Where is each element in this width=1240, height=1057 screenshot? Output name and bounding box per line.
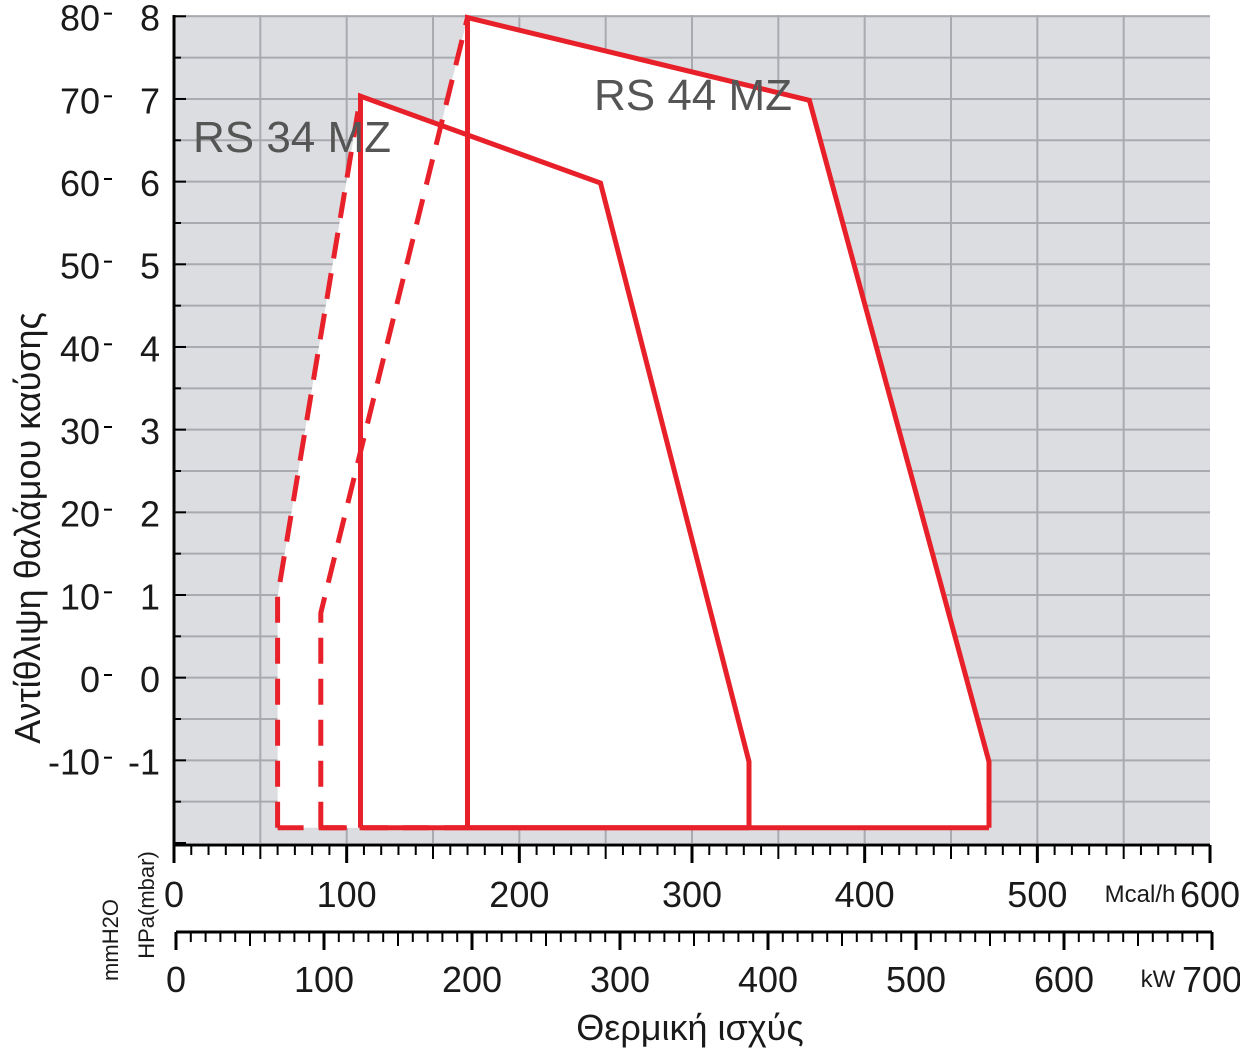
x-tick-label-kw: 0 — [166, 959, 186, 1000]
y-tick-label-mmh2o: 20 — [60, 494, 100, 535]
y-axis-title: Αντίθλιψη θαλάμου καύσης — [7, 312, 48, 744]
x-tick-label-kw: 300 — [590, 959, 650, 1000]
x-tick-label-kw: 600 — [1034, 959, 1094, 1000]
y-tick-label-mbar: 4 — [140, 328, 160, 369]
y-tick-label-mbar: 8 — [140, 0, 160, 39]
y-tick-label-mmh2o: 60 — [60, 163, 100, 204]
x-unit-mcal: Mcal/h — [1105, 881, 1176, 908]
y-tick-label-mmh2o: 50 — [60, 246, 100, 287]
series-label-rs34: RS 34 MZ — [193, 113, 391, 162]
x-tick-label-mcal: 200 — [489, 874, 549, 915]
axes: 9876543210-19080706050403020100-10010020… — [48, 0, 1240, 1000]
x-tick-label-kw: 700 — [1182, 959, 1240, 1000]
x-tick-label-mcal: 400 — [835, 874, 895, 915]
y-tick-label-mbar: 2 — [140, 494, 160, 535]
x-unit-kw: kW — [1141, 966, 1176, 993]
series-line-solid-0 — [358, 92, 752, 828]
y-tick-label-mbar: 1 — [140, 576, 160, 617]
y-tick-label-mbar: 0 — [140, 659, 160, 700]
y-tick-label-mmh2o: 80 — [60, 0, 100, 39]
y-tick-label-mmh2o: 0 — [80, 659, 100, 700]
x-tick-label-kw: 500 — [886, 959, 946, 1000]
x-tick-label-mcal: 100 — [317, 874, 377, 915]
y-unit-hpa: HPa(mbar) — [134, 851, 159, 959]
x-tick-label-mcal: 0 — [164, 874, 184, 915]
y-tick-label-mmh2o: 10 — [60, 576, 100, 617]
x-tick-label-mcal: 300 — [662, 874, 722, 915]
y-tick-label-mbar: 3 — [140, 411, 160, 452]
y-tick-label-mmh2o: 40 — [60, 328, 100, 369]
y-tick-label-mmh2o: 30 — [60, 411, 100, 452]
envelope-fill-1 — [320, 17, 989, 828]
x-tick-label-mcal: 600 — [1180, 874, 1240, 915]
y-unit-mmh2o: mmH2O — [98, 899, 123, 981]
x-tick-label-kw: 200 — [442, 959, 502, 1000]
y-tick-label-mbar: -1 — [128, 742, 160, 783]
x-tick-label-kw: 400 — [738, 959, 798, 1000]
y-tick-label-mbar: 6 — [140, 163, 160, 204]
y-tick-label-mmh2o: 70 — [60, 80, 100, 121]
y-tick-label-mbar: 5 — [140, 246, 160, 287]
series-line-solid-1 — [465, 14, 992, 828]
y-tick-label-mmh2o: -10 — [48, 742, 100, 783]
x-tick-label-kw: 100 — [294, 959, 354, 1000]
series-line-dashed-1 — [318, 17, 470, 828]
y-tick-label-mbar: 7 — [140, 80, 160, 121]
plot-area — [174, 14, 1210, 843]
x-tick-label-mcal: 500 — [1007, 874, 1067, 915]
series-label-rs44: RS 44 MZ — [594, 71, 792, 120]
x-axis-title: Θερμική ισχύς — [576, 1007, 803, 1048]
